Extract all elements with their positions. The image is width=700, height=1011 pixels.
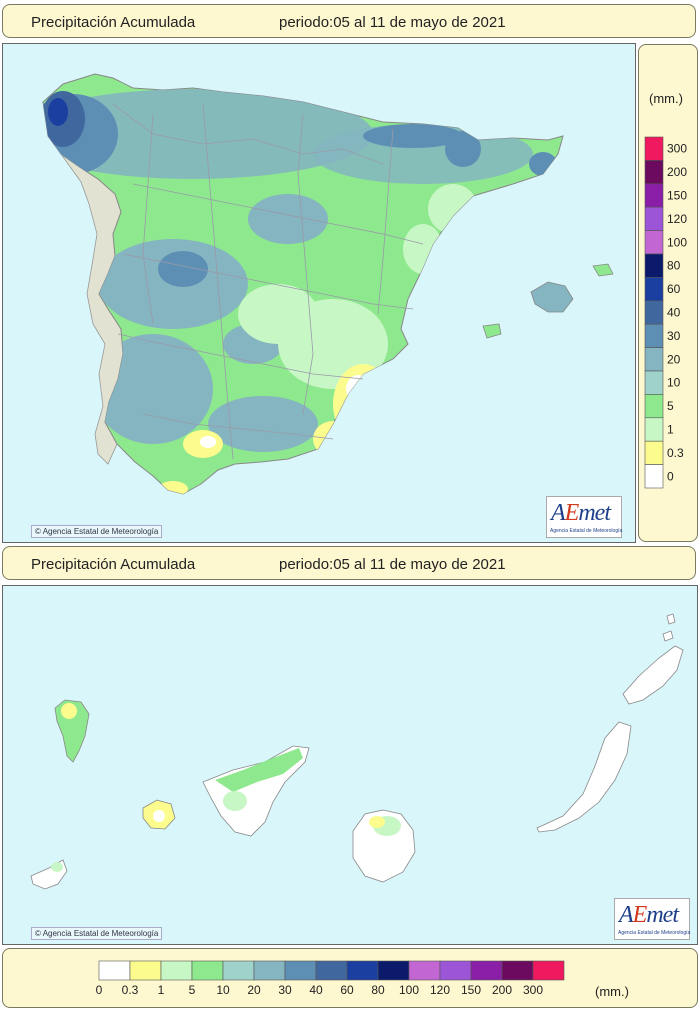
- bottom-legend-label-80: 80: [371, 983, 385, 997]
- canary-map-period: periodo:05 al 11 de mayo de 2021: [279, 556, 506, 573]
- side-legend: (mm.) 300 200 150 120 100 80 60 40 30 20 10 5 1 0.3 0: [638, 44, 698, 542]
- canary-map-svg: [30, 613, 684, 890]
- bottom-legend-label-40: 40: [309, 983, 323, 997]
- bottom-legend-label-30: 30: [278, 983, 292, 997]
- bottom-legend-label-120: 120: [430, 983, 450, 997]
- bottom-legend-label-300: 300: [523, 983, 543, 997]
- peninsula-map: © Agencia Estatal de Meteorología AEmet …: [2, 43, 636, 543]
- bottom-legend-label-100: 100: [399, 983, 419, 997]
- bottom-legend-swatch-150: [470, 960, 503, 981]
- bottom-legend-swatch-5: [191, 960, 224, 981]
- bottom-legend-label-1: 1: [158, 983, 165, 997]
- legend-label-30: 30: [667, 329, 681, 343]
- map-title: Precipitación Acumulada: [31, 14, 196, 31]
- legend-label-120: 120: [667, 212, 687, 226]
- legend-swatch-0.3: [644, 440, 664, 465]
- bottom-legend-label-10: 10: [216, 983, 230, 997]
- legend-label-0: 0: [667, 469, 674, 483]
- bottom-legend-swatch-120: [439, 960, 472, 981]
- legend-swatch-60: [644, 277, 664, 302]
- legend-swatch-40: [644, 300, 664, 325]
- bottom-legend-swatch-10: [222, 960, 255, 981]
- legend-swatch-10: [644, 370, 664, 395]
- legend-label-60: 60: [667, 282, 681, 296]
- legend-label-0.3: 0.3: [667, 446, 684, 460]
- aemet-logo-text: AEmet: [551, 500, 611, 526]
- bottom-legend-label-150: 150: [461, 983, 481, 997]
- canary-map-title: Precipitación Acumulada: [31, 556, 196, 573]
- legend-swatch-300: [644, 136, 664, 161]
- bottom-legend-unit: (mm.): [595, 984, 629, 999]
- bottom-legend-label-200: 200: [492, 983, 512, 997]
- legend-swatch-200: [644, 160, 664, 185]
- legend-label-1: 1: [667, 423, 674, 437]
- legend-swatch-1: [644, 417, 664, 442]
- legend-unit: (mm.): [649, 91, 683, 106]
- aemet-logo: AEmet Agencia Estatal de Meteorología: [546, 496, 622, 538]
- legend-swatch-150: [644, 183, 664, 208]
- legend-label-200: 200: [667, 165, 687, 179]
- legend-label-150: 150: [667, 189, 687, 203]
- legend-label-300: 300: [667, 142, 687, 156]
- top-title-bar: Precipitación Acumulada periodo:05 al 11…: [2, 4, 696, 38]
- bottom-legend-swatch-20: [253, 960, 286, 981]
- legend-swatch-100: [644, 230, 664, 255]
- bottom-legend-swatch-40: [315, 960, 348, 981]
- legend-label-40: 40: [667, 306, 681, 320]
- canary-aemet-logo: AEmet Agencia Estatal de Meteorología: [614, 898, 690, 940]
- bottom-legend-swatch-0: [98, 960, 131, 981]
- legend-label-5: 5: [667, 399, 674, 413]
- bottom-legend-scale: 0 0.3 1 5 10 20 30 40 60 80 100 120 150 200 300: [96, 960, 565, 997]
- bottom-legend-label-5: 5: [189, 983, 196, 997]
- bottom-legend-swatch-30: [284, 960, 317, 981]
- bottom-legend-swatch-100: [408, 960, 441, 981]
- bottom-legend-swatch-80: [377, 960, 410, 981]
- bottom-title-bar: Precipitación Acumulada periodo:05 al 11…: [2, 546, 696, 580]
- legend-swatch-30: [644, 323, 664, 348]
- bottom-legend-swatch-300: [532, 960, 565, 981]
- bottom-legend-swatch-1: [160, 960, 193, 981]
- canary-map: © Agencia Estatal de Meteorología AEmet …: [2, 585, 698, 945]
- canary-aemet-logo-text: AEmet: [619, 902, 679, 928]
- legend-label-10: 10: [667, 376, 681, 390]
- bottom-legend-swatch-0.3: [129, 960, 162, 981]
- legend-swatch-120: [644, 206, 664, 231]
- legend-label-80: 80: [667, 259, 681, 273]
- bottom-legend: 0 0.3 1 5 10 20 30 40 60 80 100 120 150 200 300 (mm.): [2, 948, 698, 1008]
- legend-swatch-80: [644, 253, 664, 278]
- map-period: periodo:05 al 11 de mayo de 2021: [279, 14, 506, 31]
- legend-swatch-20: [644, 347, 664, 372]
- legend-swatch-5: [644, 394, 664, 419]
- legend-swatch-0: [644, 464, 664, 489]
- bottom-legend-swatch-60: [346, 960, 379, 981]
- side-legend-scale: 300 200 150 120 100 80 60 40 30 20 10 5 1 0.3 0: [644, 136, 687, 489]
- legend-label-20: 20: [667, 352, 681, 366]
- bottom-legend-label-0: 0: [96, 983, 103, 997]
- bottom-legend-label-60: 60: [340, 983, 354, 997]
- copyright-notice: © Agencia Estatal de Meteorología: [31, 525, 163, 538]
- canary-copyright-notice: © Agencia Estatal de Meteorología: [31, 927, 163, 940]
- bottom-legend-swatch-200: [501, 960, 534, 981]
- legend-label-100: 100: [667, 235, 687, 249]
- bottom-legend-label-0.3: 0.3: [122, 983, 139, 997]
- bottom-legend-label-20: 20: [247, 983, 261, 997]
- peninsula-map-svg: [42, 73, 614, 495]
